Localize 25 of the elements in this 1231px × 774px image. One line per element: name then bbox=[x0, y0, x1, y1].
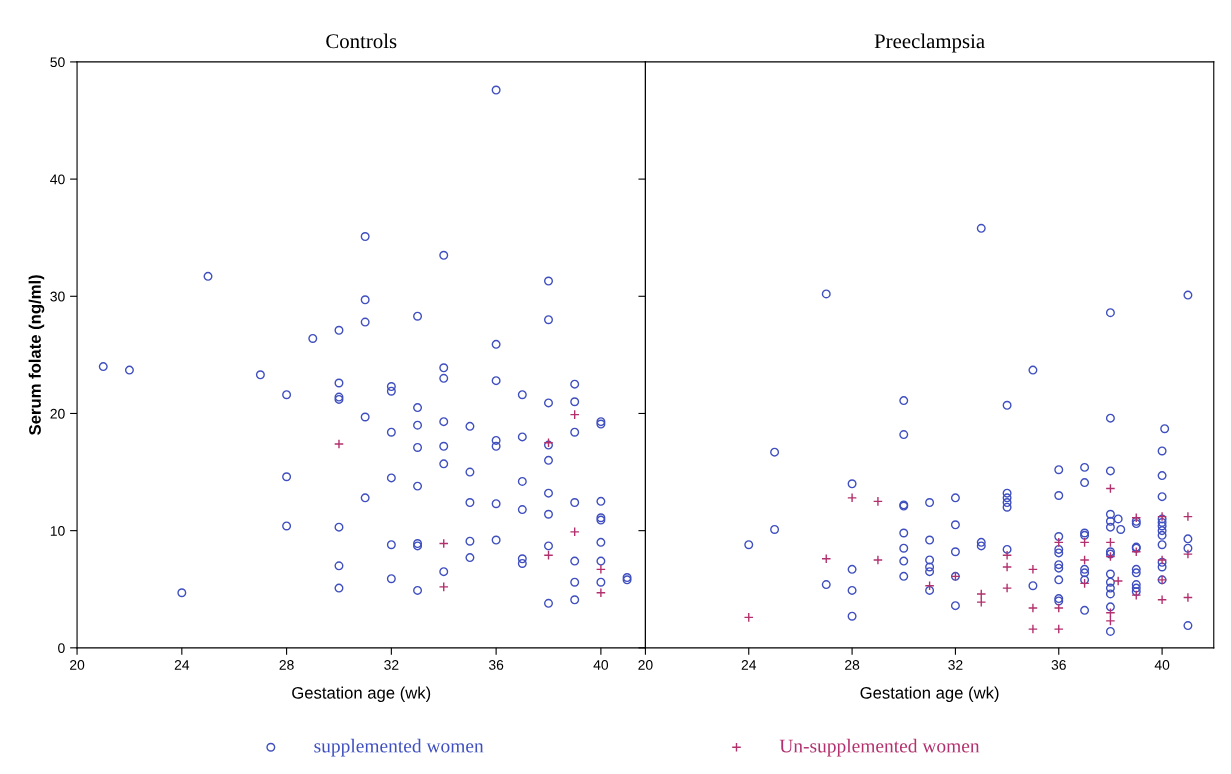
legend-label: Un-supplemented women bbox=[779, 738, 980, 757]
chart-title: Preeclampsia bbox=[874, 33, 985, 53]
legend-label: supplemented women bbox=[314, 738, 484, 757]
x-tick-label: 40 bbox=[1154, 660, 1170, 670]
y-tick-label: 30 bbox=[50, 291, 65, 302]
x-tick-label: 20 bbox=[70, 660, 85, 670]
x-tick-label: 24 bbox=[174, 660, 190, 670]
y-tick-label: 40 bbox=[50, 174, 65, 185]
x-axis-title: Gestation age (wk) bbox=[292, 686, 431, 703]
x-tick-label: 32 bbox=[384, 660, 399, 670]
x-tick-label: 32 bbox=[948, 660, 963, 670]
x-tick-label: 24 bbox=[741, 660, 757, 670]
chart-title: Controls bbox=[326, 33, 397, 49]
x-tick-label: 20 bbox=[638, 660, 653, 670]
y-tick-label: 50 bbox=[50, 57, 65, 68]
x-tick-label: 36 bbox=[1051, 660, 1066, 670]
x-tick-label: 28 bbox=[279, 660, 294, 670]
x-tick-label: 40 bbox=[593, 660, 609, 670]
x-tick-label: 36 bbox=[488, 660, 504, 670]
y-axis-title: Serum folate (ng/ml) bbox=[28, 275, 45, 435]
y-tick-label: 10 bbox=[50, 525, 65, 536]
x-axis-title: Gestation age (wk) bbox=[860, 686, 999, 703]
x-tick-label: 28 bbox=[845, 660, 860, 670]
y-tick-label: 0 bbox=[58, 643, 65, 654]
y-tick-label: 20 bbox=[50, 408, 65, 419]
